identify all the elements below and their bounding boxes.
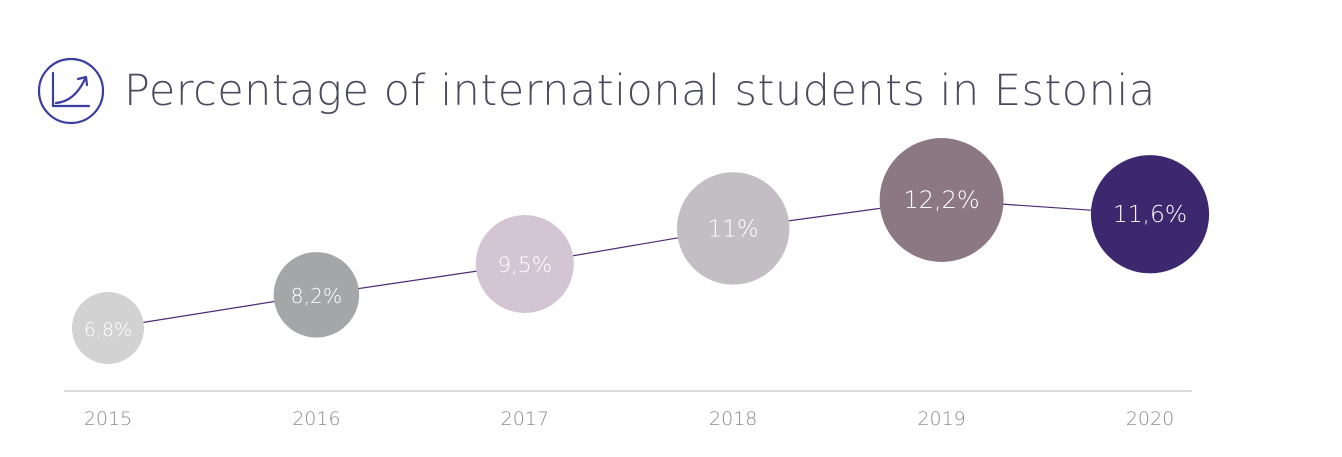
bubble-label-2016: 8,2%: [291, 284, 343, 308]
line-growth-icon: [37, 57, 105, 125]
bubble-2020: [1090, 155, 1210, 274]
bubbles-group: 6,8% 8,2% 9,5% 11% 12,2% 11,6%: [72, 138, 1210, 364]
chart-title: Percentage of international students in …: [124, 65, 1156, 116]
bubble-label-2020: 11,6%: [1113, 200, 1187, 228]
year-label-2019: 2019: [917, 408, 965, 430]
bubble-label-2019: 12,2%: [903, 186, 979, 214]
chart-header: Percentage of international students in …: [36, 56, 1156, 126]
year-label-2015: 2015: [84, 408, 132, 430]
year-label-2016: 2016: [292, 408, 340, 430]
bubble-2017: [475, 215, 574, 313]
year-label-2020: 2020: [1126, 408, 1174, 430]
bubble-2016: [273, 252, 360, 338]
year-label-2017: 2017: [501, 408, 549, 430]
x-axis-labels: 2015 2016 2017 2018 2019 2020: [84, 408, 1174, 430]
bubble-2019: [879, 138, 1004, 262]
bubble-label-2017: 9,5%: [497, 253, 552, 278]
bubble-label-2015: 6,8%: [84, 319, 132, 341]
bubble-label-2018: 11%: [708, 216, 759, 242]
year-label-2018: 2018: [709, 408, 757, 430]
bubble-2018: [676, 172, 790, 285]
bubble-2015: [72, 292, 144, 364]
